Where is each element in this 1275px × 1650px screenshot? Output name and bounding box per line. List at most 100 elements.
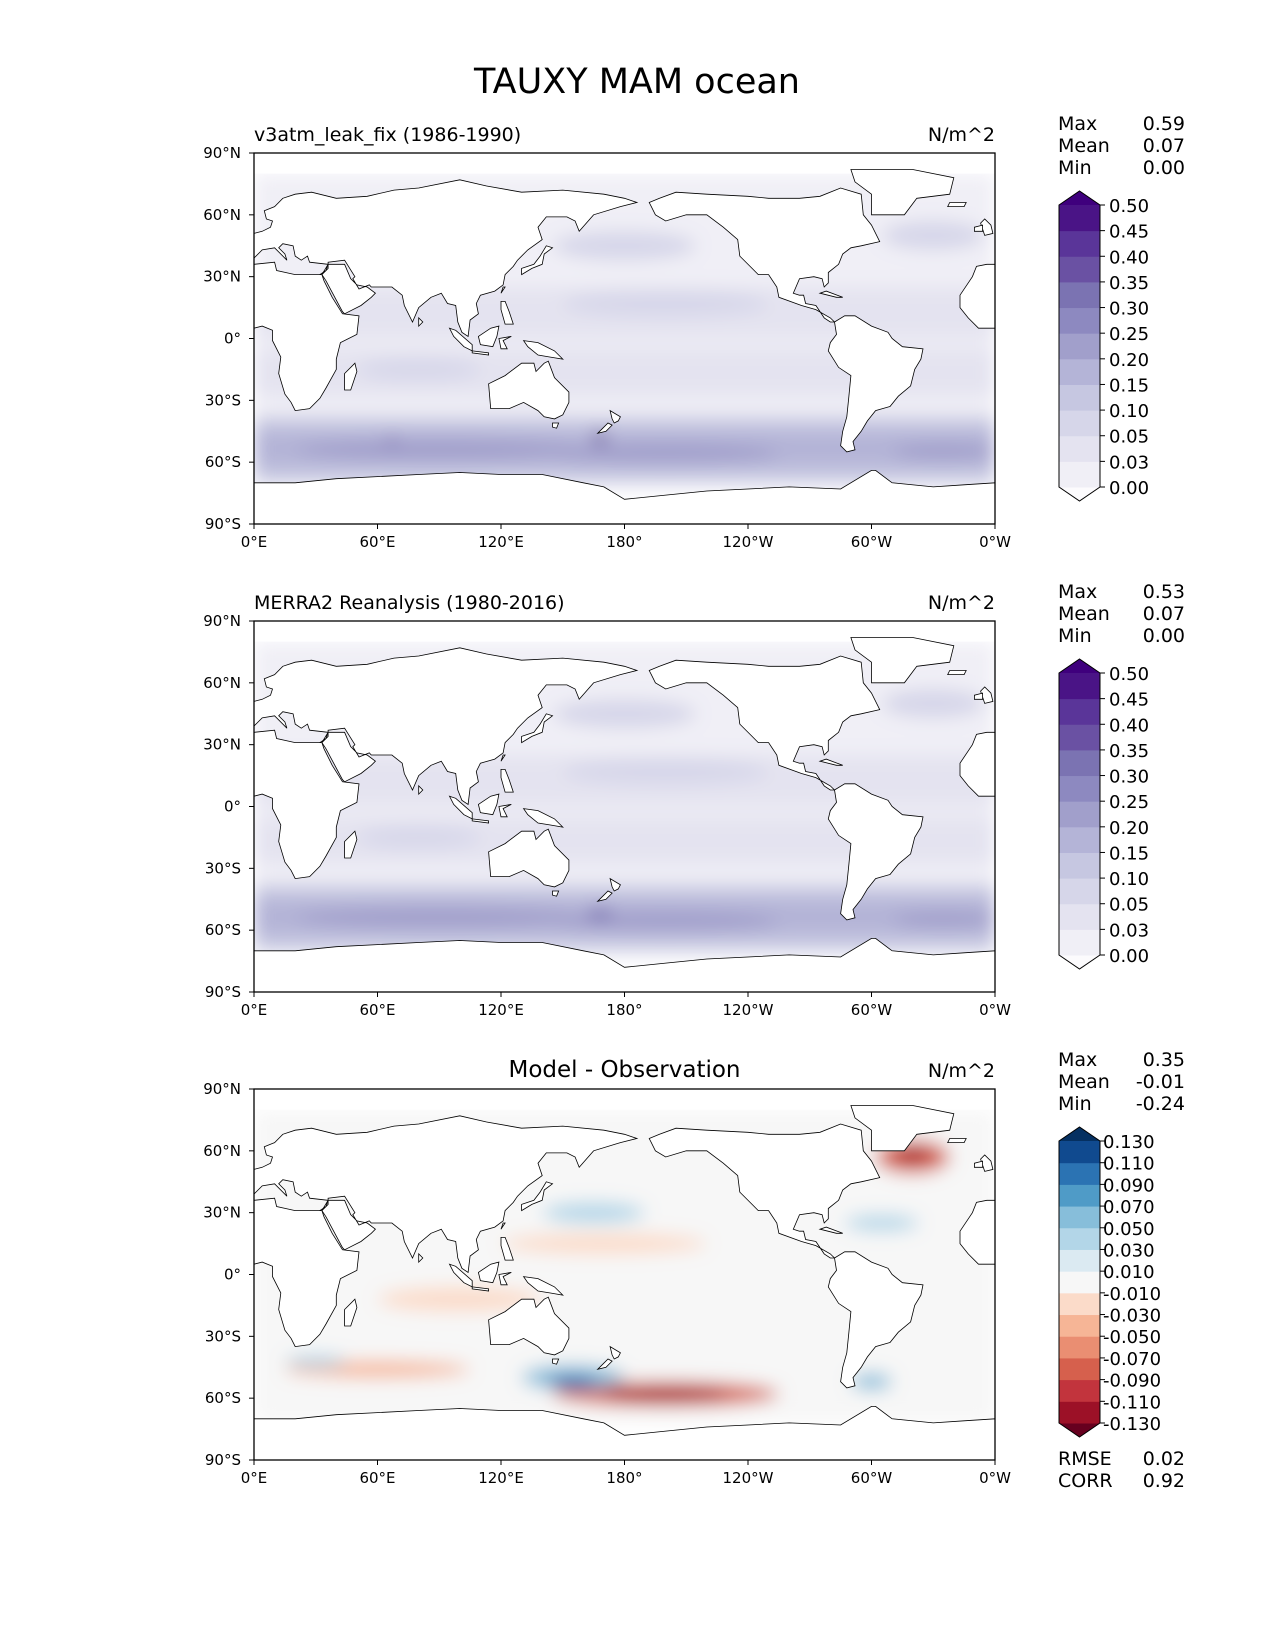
land-new-zealand-n [609, 409, 621, 424]
field-pacific-trades [562, 759, 769, 784]
land-sulawesi [498, 804, 512, 818]
colorbar-tick-label: 0.05 [1109, 895, 1149, 916]
field-pos-drake [850, 1373, 893, 1390]
y-tick-label: 60°N [203, 206, 241, 224]
colorbar-swatch [1059, 724, 1100, 751]
colorbar-swatch [1059, 384, 1100, 411]
panel-units: N/m^2 [928, 1060, 995, 1082]
field-indian-trades [356, 359, 481, 380]
land-iceland [947, 202, 967, 208]
colorbar-tick-label: 0.15 [1109, 375, 1149, 396]
x-tick-label: 60°E [359, 1469, 395, 1487]
land-greenland [850, 169, 955, 216]
x-tick-label: 120°E [478, 1469, 524, 1487]
land-south-america [827, 1251, 924, 1389]
stat-label: Mean [1058, 1071, 1110, 1093]
land-sri-lanka [418, 316, 424, 328]
land-eurasia [254, 647, 639, 806]
land-ireland [974, 1160, 983, 1168]
x-tick-label: 120°W [723, 1469, 774, 1487]
field-neg-pacific-trades [501, 1233, 707, 1254]
coastlines [254, 1105, 995, 1460]
y-tick-label: 0° [224, 330, 241, 348]
colorbar-tick-label: 0.20 [1109, 818, 1149, 839]
land-new-zealand-s [596, 890, 613, 903]
land-africa-west [959, 1199, 995, 1265]
colorbar-tick-label: 0.130 [1103, 1132, 1155, 1153]
land-antarctica [254, 1406, 995, 1460]
y-tick-label: 60°N [203, 674, 241, 692]
colorbar-tick-label: 0.030 [1103, 1240, 1155, 1261]
stat-value: 0.35 [1143, 1049, 1185, 1071]
land-new-zealand-n [609, 877, 621, 892]
land-cuba [818, 1226, 843, 1234]
map-field [254, 153, 995, 524]
land-australia [488, 1296, 570, 1356]
panel-title: v3atm_leak_fix (1986-1990) [254, 124, 521, 146]
stat-value: 0.07 [1143, 603, 1185, 625]
x-tick-label: 180° [606, 533, 642, 551]
field-atlantic-westerlies [881, 689, 985, 718]
land-new-zealand-n [609, 1345, 621, 1360]
colorbar-tick-label: 0.45 [1109, 222, 1149, 243]
land-sri-lanka [418, 784, 424, 796]
land-south-america [827, 315, 924, 453]
colorbar-extend-min [1059, 955, 1100, 969]
colorbar-swatch [1059, 230, 1100, 257]
field-pos-atlantic [844, 1214, 919, 1232]
colorbar-extend-max [1059, 1127, 1100, 1141]
colorbar-tick-label: 0.45 [1109, 690, 1149, 711]
colorbar-tick-label: 0.20 [1109, 350, 1149, 371]
x-tick-label: 0°W [979, 1469, 1011, 1487]
land-new-guinea [522, 1276, 564, 1296]
land-eurasia [254, 179, 639, 338]
colorbar-swatch [1059, 929, 1100, 956]
panel-difference: 0°E 60°E 120°E 180° 120°W 60°W 0°W 90°N 60°N 30°N… [203, 1049, 1185, 1492]
land-north-america [648, 655, 881, 791]
land-australia [488, 360, 570, 420]
colorbar-swatch [1059, 410, 1100, 437]
colorbar-tick-label: -0.010 [1103, 1284, 1161, 1305]
field-jet-pacific [552, 443, 779, 465]
land-greenland [850, 637, 955, 684]
land-north-america [648, 187, 881, 323]
y-tick-label: 90°N [203, 144, 241, 162]
land-sri-lanka [418, 1252, 424, 1264]
field-peak-kerguelen [387, 435, 397, 444]
colorbar-swatch [1059, 1184, 1100, 1207]
north-cap [254, 621, 995, 642]
panel-title: MERRA2 Reanalysis (1980-2016) [254, 592, 565, 614]
land-taiwan [500, 754, 506, 762]
field-pos-tasman-core [548, 1375, 598, 1388]
panel-units: N/m^2 [928, 124, 995, 146]
y-tick-label: 30°S [205, 391, 241, 409]
colorbar-swatch [1059, 435, 1100, 462]
land-java [471, 1286, 490, 1292]
colorbar-tick-label: 0.25 [1109, 792, 1149, 813]
land-ireland [974, 224, 983, 232]
land-africa-west [959, 263, 995, 329]
land-cuba [818, 758, 843, 766]
land-taiwan [500, 286, 506, 294]
panel-model: 0°E 60°E 120°E 180° 120°W 60°W 0°W 90°N 60°N 30°N… [203, 113, 1185, 551]
x-tick-label: 0°E [241, 1469, 268, 1487]
colorbar-swatch [1059, 775, 1100, 802]
y-tick-label: 60°S [205, 453, 241, 471]
x-tick-label: 120°W [723, 1001, 774, 1019]
land-africa [254, 261, 360, 412]
field-peak-nz [587, 907, 613, 920]
colorbar-tick-label: 0.10 [1109, 869, 1149, 890]
x-tick-label: 0°W [979, 1001, 1011, 1019]
colorbar-tick-label: 0.10 [1109, 401, 1149, 422]
colorbar-swatch [1059, 1141, 1100, 1164]
land-africa-west [959, 731, 995, 797]
colorbar-extend-max [1059, 191, 1100, 205]
x-tick-label: 180° [606, 1469, 642, 1487]
land-japan [521, 245, 554, 276]
colorbar-swatch [1059, 903, 1100, 930]
colorbar-extend-max [1059, 659, 1100, 673]
colorbar-tick-label: -0.050 [1103, 1327, 1161, 1348]
field-jet-atlantic [892, 443, 995, 461]
colorbar-swatch [1059, 698, 1100, 725]
y-tick-label: 30°S [205, 859, 241, 877]
